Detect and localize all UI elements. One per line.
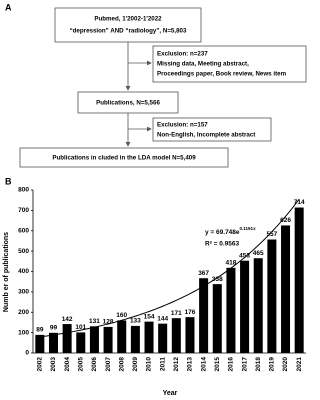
value-label: 128 xyxy=(103,319,114,326)
r-squared: R² = 0.9563 xyxy=(205,241,240,248)
value-label: 89 xyxy=(36,327,44,334)
node-box xyxy=(54,7,202,43)
y-tick-label: 700 xyxy=(18,207,29,214)
node-box xyxy=(152,117,272,142)
node-text: Pubmed, 1'2002-1'2022 xyxy=(94,16,162,23)
value-label: 160 xyxy=(116,312,127,319)
bar xyxy=(185,317,195,353)
bar xyxy=(212,284,222,353)
node-box xyxy=(19,147,229,168)
bar xyxy=(144,321,154,353)
node-text: Exclusion: n=237 xyxy=(157,51,208,58)
y-tick-label: 200 xyxy=(18,309,29,316)
bar xyxy=(240,260,250,353)
equation-part: 69.748 xyxy=(216,229,236,236)
equation-part: 0.1191 xyxy=(240,226,254,231)
x-tick-label: 2017 xyxy=(241,357,248,372)
x-tick-label: 2006 xyxy=(91,357,98,372)
value-label: 367 xyxy=(198,270,209,277)
x-tick-label: 2011 xyxy=(159,357,166,371)
equation-part: y = xyxy=(205,229,216,236)
value-label: 176 xyxy=(185,309,196,316)
bar xyxy=(117,320,127,353)
node-text: Publications, N=5,566 xyxy=(96,100,160,107)
bar xyxy=(89,326,99,353)
bar xyxy=(35,334,45,353)
value-label: 626 xyxy=(280,217,291,224)
x-tick-label: 2019 xyxy=(269,357,276,372)
node-box xyxy=(77,91,179,114)
value-label: 465 xyxy=(253,250,264,257)
node-text: “depression” AND “radiology”, N=5,803 xyxy=(70,28,187,35)
bar xyxy=(103,326,113,353)
figure: A Pubmed, 1'2002-1'2022 “depression” AND… xyxy=(3,2,307,397)
node-text: Missing data, Meeting abstract, xyxy=(157,61,249,68)
y-tick-label: 600 xyxy=(18,227,29,234)
bar xyxy=(253,258,263,353)
x-tick-label: 2010 xyxy=(146,357,153,372)
bar xyxy=(130,325,140,353)
node-text: Proceedings paper, Book review, News ite… xyxy=(157,71,287,78)
bar xyxy=(281,225,291,353)
y-tick-label: 400 xyxy=(18,268,29,275)
x-tick-label: 2009 xyxy=(132,357,139,372)
bar xyxy=(158,323,168,353)
panel-label: B xyxy=(5,176,12,186)
bar xyxy=(294,207,304,353)
equation-part: x xyxy=(253,226,256,231)
panel-label: A xyxy=(5,2,12,12)
x-tick-label: 2014 xyxy=(200,357,207,372)
x-tick-label: 2015 xyxy=(214,357,221,372)
value-label: 131 xyxy=(89,318,100,325)
value-label: 338 xyxy=(212,276,223,283)
value-label: 418 xyxy=(225,260,236,267)
x-tick-label: 2021 xyxy=(296,357,303,372)
value-label: 453 xyxy=(239,252,250,259)
x-tick-label: 2018 xyxy=(255,357,262,372)
equation-part: e xyxy=(236,229,240,236)
y-axis-label: Numb er of publications xyxy=(3,232,10,312)
node-box xyxy=(152,45,307,83)
x-tick-label: 2020 xyxy=(282,357,289,372)
trend-curve xyxy=(39,198,300,338)
y-tick-label: 300 xyxy=(18,289,29,296)
bar xyxy=(199,278,209,353)
x-tick-label: 2005 xyxy=(77,357,84,372)
x-tick-label: 2016 xyxy=(228,357,235,372)
bar xyxy=(76,332,86,353)
value-label: 142 xyxy=(62,316,73,323)
bar xyxy=(226,267,236,353)
x-tick-label: 2012 xyxy=(173,357,180,372)
bar xyxy=(267,239,277,353)
value-label: 133 xyxy=(130,318,141,325)
x-tick-label: 2004 xyxy=(64,357,71,372)
trend-equation: y = 69.748e0.1191x xyxy=(205,226,256,236)
flowchart: A Pubmed, 1'2002-1'2022 “depression” AND… xyxy=(5,2,307,168)
y-tick-label: 500 xyxy=(18,248,29,255)
x-axis-label: Year xyxy=(163,390,178,397)
y-tick-label: 100 xyxy=(18,329,29,336)
x-tick-label: 2007 xyxy=(105,357,112,372)
x-tick-label: 2008 xyxy=(118,357,125,372)
value-label: 714 xyxy=(294,199,305,206)
value-label: 557 xyxy=(266,231,277,238)
bar xyxy=(171,318,181,353)
value-label: 144 xyxy=(157,315,168,322)
node-text: Publications in cluded in the LDA model … xyxy=(52,155,196,162)
x-tick-label: 2013 xyxy=(187,357,194,372)
value-label: 101 xyxy=(75,324,86,331)
node-text: Exclusion: n=157 xyxy=(157,122,208,129)
x-tick-label: 2002 xyxy=(37,357,44,372)
value-label: 171 xyxy=(171,310,182,317)
x-tick-label: 2003 xyxy=(50,357,57,372)
value-label: 99 xyxy=(50,325,58,332)
bar xyxy=(62,324,72,353)
y-tick-label: 800 xyxy=(18,187,29,194)
bar xyxy=(48,332,58,353)
bar-chart: B Year Numb er of publications y = 69.74… xyxy=(3,176,306,397)
value-label: 154 xyxy=(144,313,155,320)
y-tick-label: 0 xyxy=(25,350,29,357)
node-text: Non-English, Incomplete abstract xyxy=(157,132,255,139)
